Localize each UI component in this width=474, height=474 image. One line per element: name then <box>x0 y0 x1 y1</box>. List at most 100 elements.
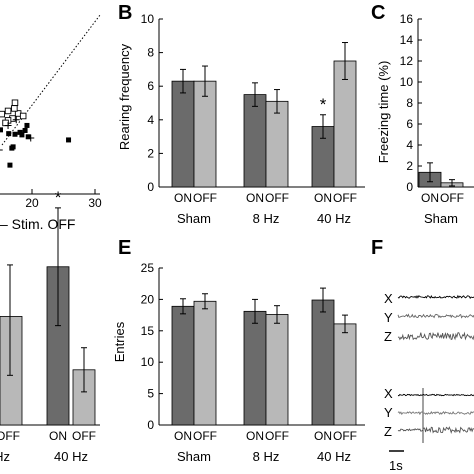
bar-on <box>243 94 267 188</box>
panel-d-chart: ON * OFF 40 Hz OFF Hz <box>0 188 100 464</box>
group-label: 40 Hz <box>317 449 351 464</box>
point-open-square <box>0 110 6 118</box>
trace-line-0 <box>397 294 474 300</box>
point-filled-square <box>7 162 13 168</box>
bar-category-label: ON <box>314 191 332 205</box>
bar-category-label: OFF <box>440 191 464 205</box>
y-tick-label: 16 <box>400 12 414 26</box>
panel-b-y-label: Rearing frequency <box>117 43 132 150</box>
bar-category-label: ON <box>49 429 67 443</box>
point-filled-square <box>0 127 3 133</box>
trace-channel-label-x: X <box>384 386 393 401</box>
bar-off <box>265 314 289 426</box>
point-filled-square <box>24 122 30 128</box>
point-filled-square <box>12 131 18 137</box>
trace-channel-label-z: Z <box>384 424 392 439</box>
point-filled-square <box>17 129 23 135</box>
point-open-square <box>11 105 18 112</box>
point-open-square <box>19 112 27 120</box>
group-label: 40 Hz <box>317 211 351 226</box>
panel-b-label: B <box>118 2 132 24</box>
scale-bar-label: 1s <box>389 458 403 473</box>
y-tick-label: 10 <box>141 12 155 26</box>
group-label: 8 Hz <box>253 211 280 226</box>
trace-channel-label-y: Y <box>384 310 393 325</box>
trace-lines <box>397 294 474 434</box>
y-tick-label: 2 <box>406 159 413 173</box>
bar-category-label: ON <box>246 429 264 443</box>
bar-off <box>193 80 217 188</box>
trace-line-2 <box>397 331 474 341</box>
y-tick-label: 6 <box>147 79 154 93</box>
point-filled-square <box>6 131 12 137</box>
bar-on <box>243 310 267 426</box>
y-tick-label: 8 <box>406 96 413 110</box>
significance-marker: * <box>320 95 327 114</box>
point-plus <box>0 149 3 151</box>
group-label: 8 Hz <box>253 449 280 464</box>
bar-category-label: ON <box>174 191 192 205</box>
bar-category-label: ON <box>246 191 264 205</box>
group-label: Sham <box>424 211 458 226</box>
y-tick-label: 10 <box>400 75 414 89</box>
bar-category-label: OFF <box>193 191 217 205</box>
bar-on <box>171 80 195 188</box>
bar-category-label: ON <box>421 191 439 205</box>
panel-a-scatter: 20 30 – Stim. OFF <box>0 14 102 232</box>
y-tick-label: 0 <box>147 180 154 194</box>
y-tick-label: 4 <box>406 138 413 152</box>
bar-category-label: OFF <box>0 429 20 443</box>
group-label: 40 Hz <box>54 449 88 464</box>
bar-category-label: OFF <box>333 429 357 443</box>
bar-on <box>311 299 335 426</box>
bar-off <box>193 300 217 426</box>
y-tick-label: 8 <box>147 46 154 60</box>
panel-e-label: E <box>118 237 131 259</box>
bar-category-label: OFF <box>193 429 217 443</box>
trace-line-3 <box>397 393 474 397</box>
panel-e-y-label: Entries <box>112 321 127 362</box>
bar-off <box>0 316 23 426</box>
bar-category-label: OFF <box>333 191 357 205</box>
point-filled-square <box>66 137 72 143</box>
trace-channel-label-x: X <box>384 291 393 306</box>
panel-c-label: C <box>371 2 385 24</box>
y-tick-label: 14 <box>400 33 414 47</box>
panel-a-identity-line <box>1 14 101 146</box>
group-label: Sham <box>177 211 211 226</box>
point-plus <box>27 134 35 142</box>
trace-line-1 <box>397 313 474 319</box>
point-filled-square <box>25 134 31 140</box>
trace-line-5 <box>397 426 474 434</box>
panel-c-freezing-chart: C Freezing time (%) 0 2 4 6 8 10 12 14 16 ON OFF Sh… <box>371 2 474 226</box>
y-tick-label: 4 <box>147 113 154 127</box>
y-tick-label: 12 <box>400 54 414 68</box>
panel-f-label: F <box>371 237 383 259</box>
panel-f-traces: F X Y Z X Y Z 1s <box>371 237 474 473</box>
point-filled-square <box>22 127 28 133</box>
panel-a-x-tick-label: 30 <box>88 196 102 210</box>
trace-line-4 <box>397 410 474 416</box>
panel-a-points <box>0 99 72 168</box>
point-filled-square <box>10 144 16 150</box>
point-plus <box>12 116 20 124</box>
y-tick-label: 10 <box>141 355 155 369</box>
bar-category-label: OFF <box>72 429 96 443</box>
panel-a-x-label: – Stim. OFF <box>0 216 75 232</box>
group-label: Sham <box>177 449 211 464</box>
y-tick-label: 0 <box>147 418 154 432</box>
y-tick-label: 25 <box>141 261 155 275</box>
y-tick-label: 2 <box>147 146 154 160</box>
group-label: Hz <box>0 449 10 464</box>
point-open-square <box>2 119 9 127</box>
bar-off <box>265 100 289 188</box>
bar-category-label: ON <box>314 429 332 443</box>
bar-off <box>333 323 357 426</box>
panel-c-y-label: Freezing time (%) <box>376 61 391 164</box>
trace-channel-label-y: Y <box>384 405 393 420</box>
y-tick-label: 20 <box>141 292 155 306</box>
point-open-square <box>11 99 19 107</box>
